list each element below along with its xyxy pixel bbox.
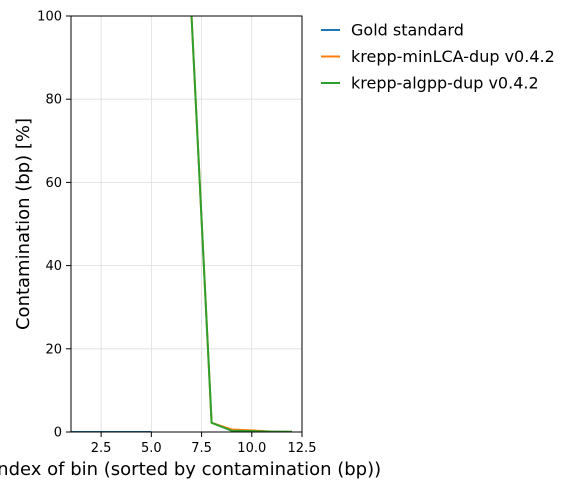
y-tick-label: 20	[45, 342, 62, 357]
x-tick-label: 10.0	[237, 441, 266, 456]
series-lines	[71, 16, 292, 432]
legend-label: Gold standard	[351, 21, 464, 40]
legend: Gold standard krepp-minLCA-dup v0.4.2 krep…	[321, 21, 555, 93]
axis-ticks: 2.5 5.0 7.5 10.0 12.5 0 20 40 60 80 100	[37, 10, 316, 457]
legend-item: krepp-algpp-dup v0.4.2	[321, 74, 539, 93]
series-line-krepp-algpp-dup-v0-4-2	[190, 16, 292, 432]
grid-lines	[71, 15, 303, 433]
legend-item: krepp-minLCA-dup v0.4.2	[321, 47, 555, 66]
legend-label: krepp-algpp-dup v0.4.2	[351, 74, 539, 93]
y-tick-label: 100	[37, 10, 62, 25]
plot-area-frame	[70, 15, 303, 433]
y-axis-label: Contamination (bp) [%]	[13, 118, 34, 330]
legend-item: Gold standard	[321, 21, 464, 40]
x-axis-label: Index of bin (sorted by contamination (b…	[0, 459, 381, 480]
y-tick-label: 60	[45, 176, 62, 191]
series-line-krepp-minlca-dup-v0-4-2	[190, 16, 292, 432]
x-tick-label: 12.5	[288, 441, 317, 456]
y-tick-label: 40	[45, 259, 62, 274]
legend-label: krepp-minLCA-dup v0.4.2	[351, 47, 555, 66]
x-tick-label: 7.5	[191, 441, 212, 456]
y-tick-label: 80	[45, 93, 62, 108]
x-tick-label: 2.5	[91, 441, 112, 456]
y-tick-label: 0	[54, 426, 62, 441]
x-tick-label: 5.0	[141, 441, 162, 456]
